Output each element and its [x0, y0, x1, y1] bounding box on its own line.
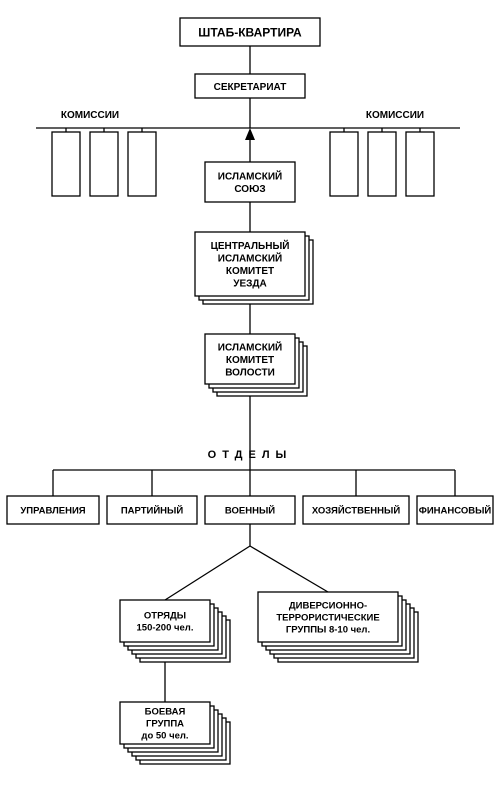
node-label: ИСЛАМСКИЙ — [218, 340, 282, 353]
node-label: БОЕВАЯ — [145, 707, 186, 718]
connector — [250, 546, 328, 592]
connector — [165, 546, 250, 600]
node-label: ФИНАНСОВЫЙ — [419, 505, 492, 517]
node-label: ТЕРРОРИСТИЧЕСКИЕ — [276, 613, 379, 624]
commission-box — [52, 132, 80, 196]
commission-box — [330, 132, 358, 196]
node-label: ИСЛАМСКИЙ — [218, 252, 282, 265]
node-label: ОТРЯДЫ — [144, 611, 186, 622]
node-combat: БОЕВАЯГРУППАдо 50 чел. — [120, 702, 230, 764]
node-label: ХОЗЯЙСТВЕННЫЙ — [312, 505, 400, 517]
node-label: ПАРТИЙНЫЙ — [121, 505, 184, 517]
node-dep1: УПРАВЛЕНИЯ — [7, 496, 99, 524]
node-label: КОМИТЕТ — [226, 266, 274, 277]
node-central: ЦЕНТРАЛЬНЫЙИСЛАМСКИЙКОМИТЕТ УЕЗДА — [195, 232, 313, 304]
node-label: 150-200 чел. — [137, 623, 194, 634]
node-label: ШТАБ-КВАРТИРА — [198, 26, 302, 40]
node-label: СЕКРЕТАРИАТ — [214, 82, 287, 93]
node-dep2: ПАРТИЙНЫЙ — [107, 496, 197, 524]
node-label: СОЮЗ — [234, 184, 265, 195]
commission-box — [406, 132, 434, 196]
node-label: ДИВЕРСИОННО- — [289, 601, 367, 612]
label-otdely: ОТДЕЛЫ — [208, 449, 293, 461]
node-detach: ОТРЯДЫ150-200 чел. — [120, 600, 230, 662]
node-secr: СЕКРЕТАРИАТ — [195, 74, 305, 98]
node-label: УПРАВЛЕНИЯ — [20, 506, 85, 517]
node-islam_union: ИСЛАМСКИЙСОЮЗ — [205, 162, 295, 202]
node-terror: ДИВЕРСИОННО-ТЕРРОРИСТИЧЕСКИЕГРУППЫ 8-10 … — [258, 592, 418, 662]
node-dep5: ФИНАНСОВЫЙ — [417, 496, 493, 524]
label-kom_left: КОМИССИИ — [61, 110, 119, 121]
node-dep4: ХОЗЯЙСТВЕННЫЙ — [303, 496, 409, 524]
node-label: ВОЕННЫЙ — [225, 505, 275, 517]
commission-box — [368, 132, 396, 196]
commission-box — [90, 132, 118, 196]
node-label: КОМИТЕТ — [226, 355, 274, 366]
node-label: ВОЛОСТИ — [225, 367, 275, 378]
org-chart: ШТАБ-КВАРТИРАСЕКРЕТАРИАТИСЛАМСКИЙСОЮЗЦЕН… — [0, 0, 500, 795]
label-kom_right: КОМИССИИ — [366, 110, 424, 121]
node-volost: ИСЛАМСКИЙ КОМИТЕТВОЛОСТИ — [205, 334, 307, 396]
node-label: до 50 чел. — [141, 730, 188, 741]
node-label: ГРУППА — [146, 719, 184, 730]
node-label: ЦЕНТРАЛЬНЫЙ — [211, 239, 290, 252]
arrow-head — [245, 128, 255, 140]
commission-box — [128, 132, 156, 196]
node-label: ИСЛАМСКИЙ — [218, 170, 282, 183]
node-dep3: ВОЕННЫЙ — [205, 496, 295, 524]
node-label: ГРУППЫ 8-10 чел. — [286, 624, 370, 635]
node-label: УЕЗДА — [233, 279, 267, 290]
node-hq: ШТАБ-КВАРТИРА — [180, 18, 320, 46]
